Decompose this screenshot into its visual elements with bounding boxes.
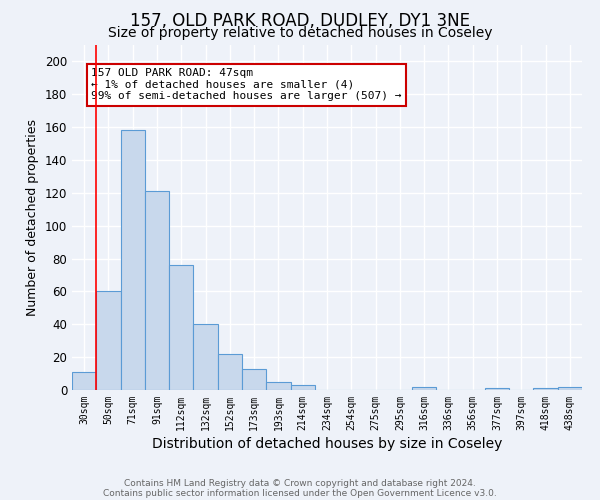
Bar	[533, 388, 558, 390]
Bar	[558, 386, 582, 390]
Bar	[485, 388, 509, 390]
Bar	[169, 265, 193, 390]
Y-axis label: Number of detached properties: Number of detached properties	[26, 119, 39, 316]
Bar	[218, 354, 242, 390]
Bar	[193, 324, 218, 390]
Bar	[96, 292, 121, 390]
Bar	[412, 386, 436, 390]
Bar	[242, 368, 266, 390]
Text: Contains public sector information licensed under the Open Government Licence v3: Contains public sector information licen…	[103, 488, 497, 498]
Text: 157, OLD PARK ROAD, DUDLEY, DY1 3NE: 157, OLD PARK ROAD, DUDLEY, DY1 3NE	[130, 12, 470, 30]
Bar	[266, 382, 290, 390]
Text: Size of property relative to detached houses in Coseley: Size of property relative to detached ho…	[108, 26, 492, 40]
Text: 157 OLD PARK ROAD: 47sqm
← 1% of detached houses are smaller (4)
99% of semi-det: 157 OLD PARK ROAD: 47sqm ← 1% of detache…	[91, 68, 402, 101]
Bar	[72, 372, 96, 390]
Bar	[290, 385, 315, 390]
Bar	[121, 130, 145, 390]
Text: Contains HM Land Registry data © Crown copyright and database right 2024.: Contains HM Land Registry data © Crown c…	[124, 478, 476, 488]
Bar	[145, 191, 169, 390]
X-axis label: Distribution of detached houses by size in Coseley: Distribution of detached houses by size …	[152, 437, 502, 451]
